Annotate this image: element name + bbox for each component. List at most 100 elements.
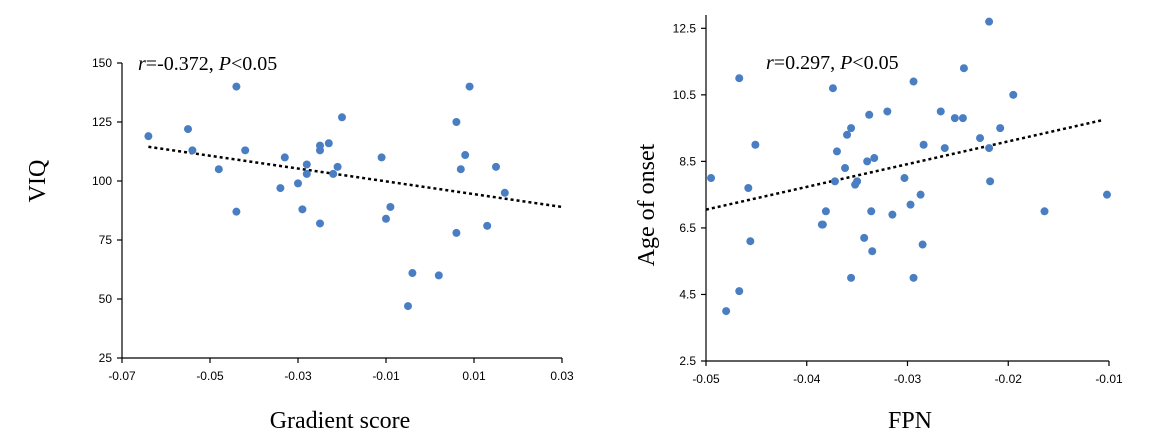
x-tick-label: -0.07 bbox=[108, 369, 136, 383]
data-point bbox=[818, 220, 827, 229]
y-axis-label: Age of onset bbox=[634, 143, 660, 266]
data-point bbox=[1040, 207, 1049, 216]
trend-line bbox=[705, 118, 1105, 211]
data-point bbox=[751, 140, 760, 149]
r-symbol: r bbox=[766, 52, 774, 74]
data-point bbox=[184, 125, 192, 134]
data-point bbox=[996, 124, 1005, 133]
y-tick-label: 125 bbox=[92, 115, 112, 129]
data-point bbox=[863, 157, 872, 166]
data-point bbox=[860, 233, 869, 242]
data-point bbox=[452, 118, 461, 126]
x-tick-label: -0.04 bbox=[793, 372, 821, 386]
data-point bbox=[986, 177, 995, 186]
data-point bbox=[483, 221, 492, 230]
data-point bbox=[909, 273, 918, 282]
data-point bbox=[302, 169, 311, 178]
data-point bbox=[985, 17, 994, 26]
data-point bbox=[916, 190, 925, 199]
p-symbol: P bbox=[218, 53, 231, 75]
x-tick-label: -0.05 bbox=[196, 369, 224, 383]
data-point bbox=[841, 164, 850, 173]
data-point bbox=[500, 188, 509, 197]
data-point bbox=[298, 205, 307, 214]
data-point bbox=[906, 200, 915, 209]
data-point bbox=[900, 174, 909, 183]
r-value: =-0.372, bbox=[146, 53, 219, 75]
y-axis-label: VIQ bbox=[25, 160, 51, 203]
r-value: =0.297, bbox=[774, 52, 840, 74]
data-point bbox=[302, 160, 311, 169]
r-symbol: r bbox=[138, 53, 146, 75]
data-point bbox=[707, 174, 716, 183]
data-point bbox=[821, 207, 830, 216]
data-point bbox=[241, 146, 250, 155]
data-point bbox=[828, 84, 837, 93]
data-point bbox=[408, 269, 417, 278]
x-tick-label: 0.03 bbox=[550, 369, 574, 383]
data-point bbox=[386, 202, 395, 211]
data-point bbox=[214, 165, 223, 174]
x-axis-label: FPN bbox=[888, 408, 932, 434]
y-tick-label: 50 bbox=[99, 292, 113, 306]
data-point bbox=[958, 114, 967, 123]
y-tick-label: 2.5 bbox=[679, 354, 696, 368]
data-point bbox=[918, 240, 927, 249]
correlation-annotation: r=-0.372, P<0.05 bbox=[138, 53, 277, 75]
data-point bbox=[434, 271, 443, 280]
data-point bbox=[329, 169, 338, 178]
data-point bbox=[868, 247, 877, 256]
y-tick-group: 25 50 75 100 125 150 bbox=[92, 56, 122, 365]
trend-line bbox=[148, 145, 563, 209]
data-point bbox=[465, 82, 474, 91]
data-point bbox=[316, 219, 324, 228]
data-point bbox=[333, 162, 342, 171]
data-point bbox=[294, 179, 302, 188]
data-point bbox=[746, 237, 755, 246]
data-point bbox=[888, 210, 897, 219]
data-point bbox=[377, 153, 386, 162]
data-point bbox=[976, 134, 985, 143]
data-point bbox=[735, 287, 744, 296]
data-point bbox=[985, 144, 994, 153]
data-point bbox=[280, 153, 289, 162]
data-point bbox=[919, 140, 928, 149]
data-point bbox=[276, 184, 285, 193]
x-tick-label: -0.02 bbox=[995, 372, 1023, 386]
y-tick-label: 25 bbox=[99, 351, 113, 365]
y-tick-label: 6.5 bbox=[679, 221, 696, 235]
x-tick-label: -0.05 bbox=[692, 372, 720, 386]
x-tick-label: -0.03 bbox=[284, 369, 312, 383]
scatter-panel-viq: 25 50 75 100 125 150 -0.07 -0.05 -0.03 -0.01 0.01… bbox=[25, 53, 574, 434]
correlation-annotation: r=0.297, P<0.05 bbox=[766, 52, 899, 74]
y-tick-label: 12.5 bbox=[673, 21, 697, 35]
data-point bbox=[232, 82, 241, 91]
data-point bbox=[735, 74, 744, 83]
data-points bbox=[707, 17, 1111, 316]
data-point bbox=[232, 207, 241, 216]
data-point bbox=[338, 113, 346, 122]
data-point bbox=[382, 214, 390, 223]
data-point bbox=[950, 114, 959, 123]
x-tick-label: 0.01 bbox=[462, 369, 486, 383]
data-point bbox=[316, 141, 324, 150]
y-tick-label: 4.5 bbox=[679, 287, 696, 301]
data-point bbox=[853, 177, 862, 186]
data-point bbox=[832, 147, 841, 156]
y-tick-label: 8.5 bbox=[679, 154, 696, 168]
data-point bbox=[722, 307, 731, 316]
data-point bbox=[461, 151, 470, 160]
data-point bbox=[452, 228, 461, 237]
data-point bbox=[883, 107, 892, 116]
x-axis-label: Gradient score bbox=[270, 408, 411, 434]
data-point bbox=[744, 184, 753, 192]
y-tick-label: 100 bbox=[92, 174, 112, 188]
data-points bbox=[144, 82, 509, 311]
data-point bbox=[144, 132, 153, 141]
data-point bbox=[456, 165, 465, 174]
data-point bbox=[843, 130, 852, 139]
data-point bbox=[847, 273, 856, 282]
p-value: <0.05 bbox=[852, 52, 898, 74]
data-point bbox=[909, 77, 918, 86]
